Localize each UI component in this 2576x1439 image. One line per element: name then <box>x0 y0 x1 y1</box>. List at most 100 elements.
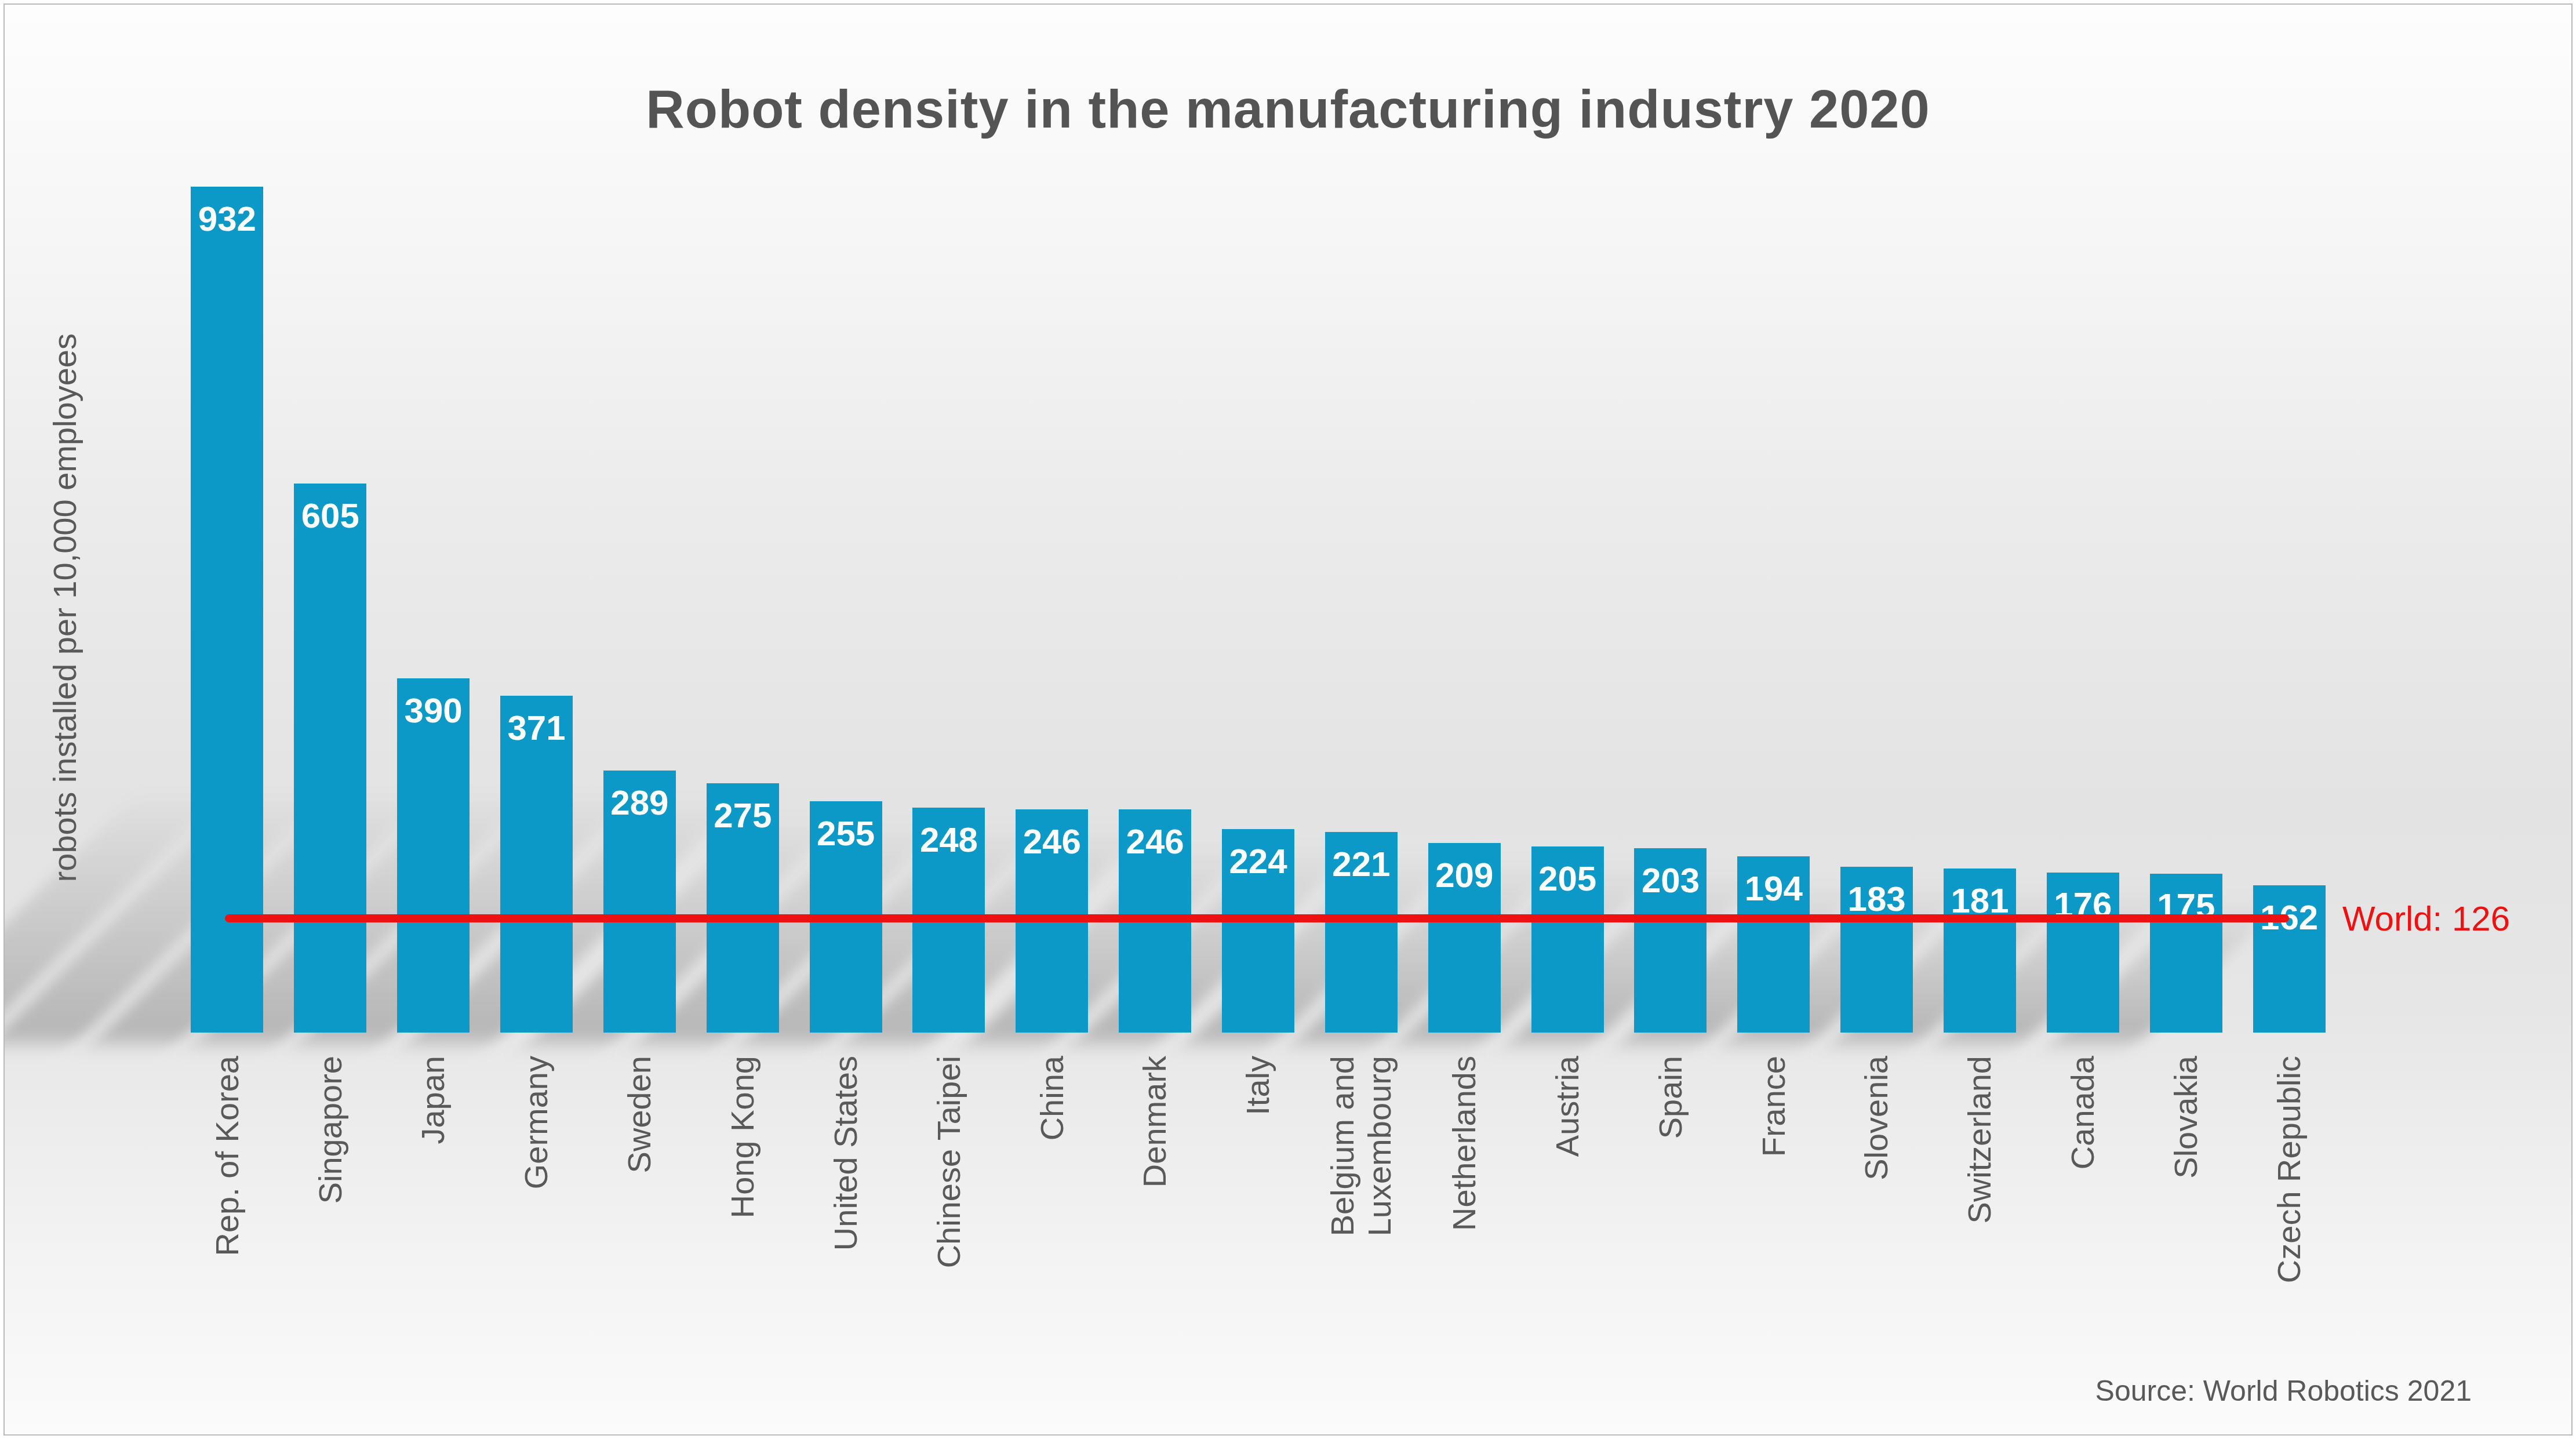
x-axis-label: Chinese Taipei <box>930 1056 967 1268</box>
bar-value-label: 390 <box>405 693 463 728</box>
bar: 932 <box>191 187 263 1033</box>
bar-slot: 255 <box>794 187 897 1033</box>
x-axis-label-slot: Netherlands <box>1413 1056 1516 1231</box>
bar-value-label: 221 <box>1332 847 1390 882</box>
bar-slot: 224 <box>1207 187 1310 1033</box>
x-axis-label-slot: Slovenia <box>1825 1056 1929 1180</box>
bar-value-label: 224 <box>1229 844 1287 879</box>
plot-area: 932 605 390 371 289 275 255 248 246 246 224 221 209 2… <box>176 187 2341 1033</box>
bar-value-label: 246 <box>1126 824 1184 859</box>
x-axis-label-slot: Belgium and Luxembourg <box>1309 1056 1413 1236</box>
bar-slot: 203 <box>1619 187 1722 1033</box>
x-axis-label-slot: Slovakia <box>2134 1056 2237 1179</box>
x-axis-labels: Rep. of Korea Singapore Japan Germany Sweden… <box>176 1056 2341 1369</box>
x-axis-label-slot: Italy <box>1207 1056 1310 1115</box>
world-average-label: World: 126 <box>2342 898 2510 939</box>
bar: 176 <box>2047 873 2119 1033</box>
x-axis-label-slot: Spain <box>1619 1056 1722 1139</box>
bar: 390 <box>397 678 470 1033</box>
bar: 224 <box>1222 829 1294 1033</box>
bar-slot: 371 <box>485 187 588 1033</box>
x-axis-label: Sweden <box>621 1056 658 1173</box>
x-axis-label: Austria <box>1549 1056 1586 1157</box>
bar-value-label: 932 <box>198 202 256 237</box>
x-axis-label-slot: Czech Republic <box>2237 1056 2341 1283</box>
world-average-line <box>225 914 2289 922</box>
x-axis-label: Spain <box>1652 1056 1689 1139</box>
x-axis-label-slot: Chinese Taipei <box>897 1056 1000 1268</box>
x-axis-label-slot: Germany <box>485 1056 588 1189</box>
bar-slot: 605 <box>279 187 382 1033</box>
bar-slot: 181 <box>1929 187 2032 1033</box>
bar: 205 <box>1531 846 1604 1033</box>
chart-title: Robot density in the manufacturing indus… <box>5 79 2571 140</box>
x-axis-label: Hong Kong <box>724 1056 761 1218</box>
x-axis-label-slot: Rep. of Korea <box>176 1056 279 1256</box>
bar-slot: 289 <box>588 187 691 1033</box>
bar-slot: 175 <box>2134 187 2237 1033</box>
x-axis-label-slot: Denmark <box>1104 1056 1207 1187</box>
bar-value-label: 183 <box>1848 882 1906 917</box>
x-axis-label: Czech Republic <box>2271 1056 2308 1283</box>
x-axis-label: Slovenia <box>1858 1056 1895 1180</box>
x-axis-label: Rep. of Korea <box>209 1056 246 1256</box>
x-axis-label-slot: Singapore <box>279 1056 382 1204</box>
x-axis-label: Singapore <box>312 1056 349 1204</box>
bar-slot: 275 <box>691 187 794 1033</box>
bar-value-label: 248 <box>920 823 978 857</box>
x-axis-label: Switzerland <box>1961 1056 1998 1223</box>
bar: 203 <box>1634 848 1707 1033</box>
bar: 181 <box>1944 869 2016 1033</box>
bar-slot: 221 <box>1309 187 1413 1033</box>
x-axis-label: Netherlands <box>1446 1056 1483 1231</box>
bar: 371 <box>500 696 573 1033</box>
bar-slot: 246 <box>1000 187 1104 1033</box>
bar-value-label: 203 <box>1642 863 1700 898</box>
x-axis-label-slot: Hong Kong <box>691 1056 794 1218</box>
x-axis-label-slot: Austria <box>1516 1056 1619 1157</box>
bar-value-label: 246 <box>1023 824 1081 859</box>
x-axis-label: United States <box>827 1056 864 1251</box>
x-axis-label: Japan <box>414 1056 452 1144</box>
bar: 209 <box>1428 843 1501 1033</box>
x-axis-label: Canada <box>2064 1056 2101 1169</box>
bar: 194 <box>1737 856 1810 1033</box>
bar-value-label: 289 <box>610 786 668 820</box>
bar-value-label: 605 <box>301 499 359 533</box>
x-axis-label: France <box>1755 1056 1792 1157</box>
x-axis-label: Denmark <box>1136 1056 1173 1187</box>
bar-value-label: 371 <box>507 711 565 746</box>
bar-slot: 246 <box>1104 187 1207 1033</box>
x-axis-label: China <box>1034 1056 1071 1140</box>
bar: 275 <box>707 783 779 1033</box>
bar-slot: 183 <box>1825 187 1929 1033</box>
bar-slot: 162 <box>2237 187 2341 1033</box>
bar: 289 <box>603 771 676 1033</box>
bar-value-label: 205 <box>1538 862 1596 896</box>
y-axis-label: robots installed per 10,000 employees <box>46 333 83 882</box>
x-axis-label-slot: France <box>1722 1056 1825 1157</box>
x-axis-label-slot: United States <box>794 1056 897 1251</box>
bar-slot: 932 <box>176 187 279 1033</box>
bar-slot: 205 <box>1516 187 1619 1033</box>
x-axis-label: Slovakia <box>2167 1056 2204 1179</box>
bar: 162 <box>2253 885 2326 1033</box>
bar-value-label: 255 <box>817 816 875 851</box>
bar-value-label: 209 <box>1435 858 1493 893</box>
bar: 221 <box>1325 832 1398 1033</box>
bar-value-label: 181 <box>1951 884 2009 918</box>
bar-slot: 390 <box>382 187 485 1033</box>
source-note: Source: World Robotics 2021 <box>2095 1374 2472 1408</box>
bar-value-label: 194 <box>1745 871 1803 906</box>
x-axis-label: Italy <box>1239 1056 1276 1115</box>
bar-value-label: 275 <box>714 798 772 833</box>
x-axis-label-slot: China <box>1000 1056 1104 1140</box>
x-axis-label-slot: Japan <box>382 1056 485 1144</box>
bar-slot: 194 <box>1722 187 1825 1033</box>
x-axis-label-slot: Switzerland <box>1929 1056 2032 1223</box>
x-axis-label: Germany <box>518 1056 555 1189</box>
x-axis-label: Belgium and Luxembourg <box>1324 1056 1399 1236</box>
bar-slot: 176 <box>2031 187 2134 1033</box>
bar-slot: 209 <box>1413 187 1516 1033</box>
bar-slot: 248 <box>897 187 1000 1033</box>
